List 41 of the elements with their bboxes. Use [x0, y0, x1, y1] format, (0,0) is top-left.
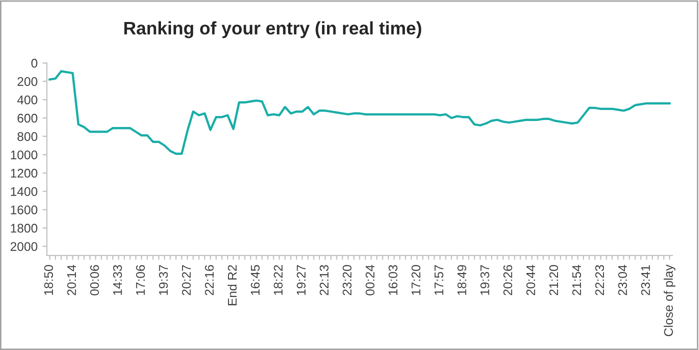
x-tick-label: 00:24: [366, 264, 374, 296]
x-tick-label: 00:06: [90, 265, 99, 296]
x-tick-label: 16:45: [250, 265, 260, 295]
x-tick-label: 19:37: [158, 265, 168, 295]
y-tick-label: 1400: [10, 187, 38, 196]
x-tick-label: 20:26: [503, 265, 512, 296]
x-tick-label: 20:27: [182, 265, 191, 296]
y-tick-label: 600: [18, 114, 38, 123]
y-tick-label: 1800: [10, 224, 38, 233]
x-tick-label: 20:44: [526, 264, 536, 296]
x-tick-label: 19:37: [480, 265, 490, 295]
x-tick-label: 22:13: [320, 265, 329, 296]
x-tick-label: 21:54: [572, 264, 582, 296]
x-tick-label: 17:20: [412, 265, 420, 295]
line-series: [48, 70, 671, 155]
x-tick-label: 23:20: [342, 265, 352, 296]
x-tick-label: 17:06: [136, 265, 145, 295]
x-tick-label: 23:41: [641, 265, 650, 296]
x-tick-label: 17:57: [434, 265, 444, 295]
y-tick-label: 400: [17, 95, 38, 104]
x-tick-label: 18:49: [457, 265, 466, 295]
x-tick-label: End R2: [228, 265, 237, 306]
x-tick-label: 20:14: [67, 264, 76, 296]
y-tick-label: 1000: [10, 150, 38, 160]
y-tick-label: 1200: [10, 168, 38, 178]
x-tick-label: 19:27: [296, 265, 306, 295]
x-tick-label: 18:22: [274, 265, 283, 295]
y-tick-label: 200: [18, 77, 38, 86]
x-tick-label: 21:20: [549, 265, 558, 296]
y-tick-label: 2000: [10, 242, 38, 251]
x-tick-label: 16:03: [388, 265, 398, 295]
y-tick-label: 800: [17, 132, 38, 141]
x-tick-label: Close of play: [664, 264, 676, 336]
x-tick-label: 22:16: [204, 265, 214, 296]
y-tick-label: 1600: [10, 205, 38, 214]
x-tick-label: 18:50: [44, 265, 54, 295]
x-tick-label: 22:23: [595, 265, 604, 296]
x-tick-label: 23:04: [618, 264, 628, 296]
y-tick-label: 0: [31, 58, 38, 68]
x-tick-label: 14:33: [113, 265, 122, 295]
chart-title: Ranking of your entry (in real time): [124, 21, 422, 38]
